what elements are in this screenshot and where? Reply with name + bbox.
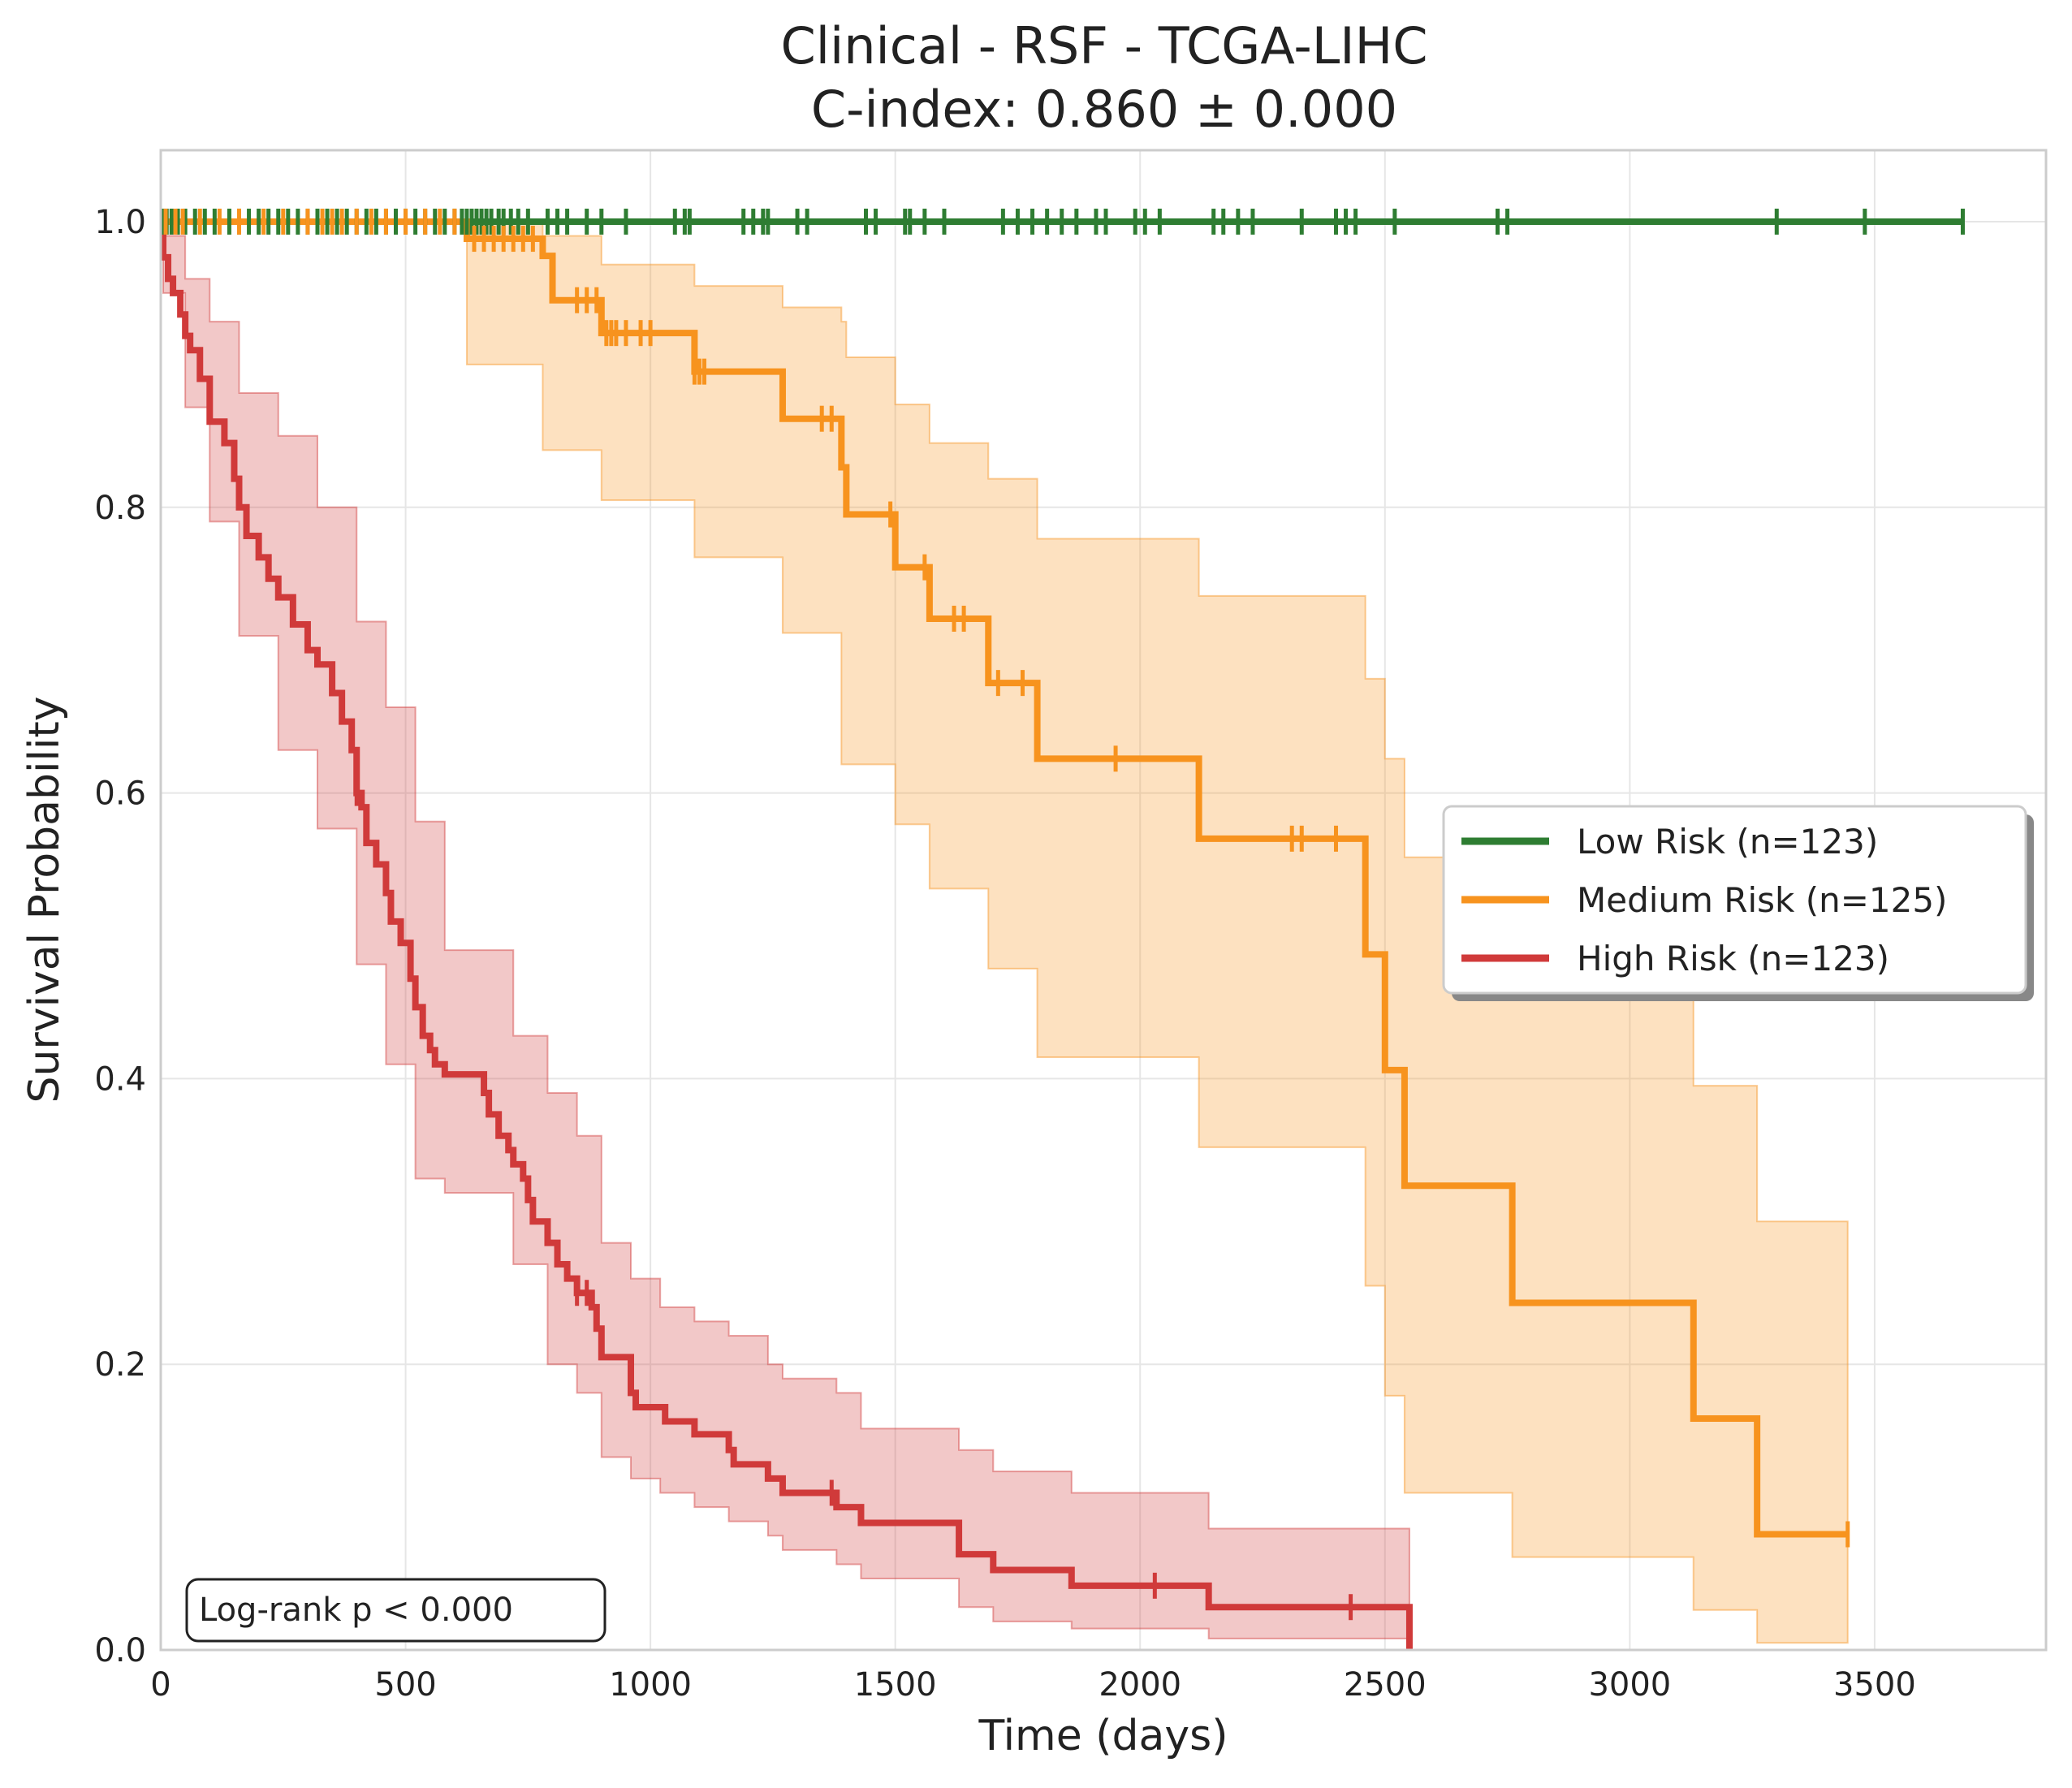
high-risk-survival-line xyxy=(160,218,1413,1650)
axis-ticks: 0 500 1000 1500 2000 2500 3000 3500 0.0 0.2 0.4 0.6… xyxy=(94,204,1915,1704)
x-tick-label: 1000 xyxy=(609,1666,692,1704)
legend-box xyxy=(1442,805,2027,995)
legend-label-medium-risk: Medium Risk (n=125) xyxy=(1577,880,1947,920)
x-tick-label: 3000 xyxy=(1588,1666,1671,1704)
legend-label-low-risk: Low Risk (n=123) xyxy=(1577,822,1878,862)
x-tick-label: 1500 xyxy=(854,1666,937,1704)
plot-frame xyxy=(159,149,2048,1652)
y-tick-label: 1.0 xyxy=(94,204,146,241)
y-tick-label: 0.8 xyxy=(94,490,146,527)
y-tick-label: 0.2 xyxy=(94,1346,146,1384)
x-tick-label: 0 xyxy=(150,1666,171,1704)
censor-marks xyxy=(161,208,1965,1621)
annotation-box xyxy=(185,1578,606,1643)
logrank-annotation: Log-rank p < 0.000 xyxy=(185,1578,606,1643)
legend: Low Risk (n=123) Medium Risk (n=125) Hig… xyxy=(1442,805,2034,1001)
x-tick-label: 2500 xyxy=(1344,1666,1427,1704)
chart-title: Clinical - RSF - TCGA-LIHC xyxy=(781,16,1428,76)
medium-risk-confidence-band xyxy=(161,220,1849,1644)
chart-subtitle: C-index: 0.860 ± 0.000 xyxy=(811,80,1397,139)
y-tick-label: 0.4 xyxy=(94,1060,146,1098)
y-axis-label: Survival Probability xyxy=(20,696,69,1103)
legend-label-high-risk: High Risk (n=123) xyxy=(1577,939,1889,978)
x-tick-label: 3500 xyxy=(1833,1666,1916,1704)
x-axis-label: Time (days) xyxy=(978,1712,1228,1760)
y-tick-label: 0.0 xyxy=(94,1632,146,1669)
x-tick-label: 2000 xyxy=(1099,1666,1181,1704)
annotation-text: Log-rank p < 0.000 xyxy=(199,1591,513,1629)
high-risk-confidence-band xyxy=(161,220,1410,1639)
x-tick-label: 500 xyxy=(374,1666,436,1704)
y-tick-label: 0.6 xyxy=(94,775,146,813)
